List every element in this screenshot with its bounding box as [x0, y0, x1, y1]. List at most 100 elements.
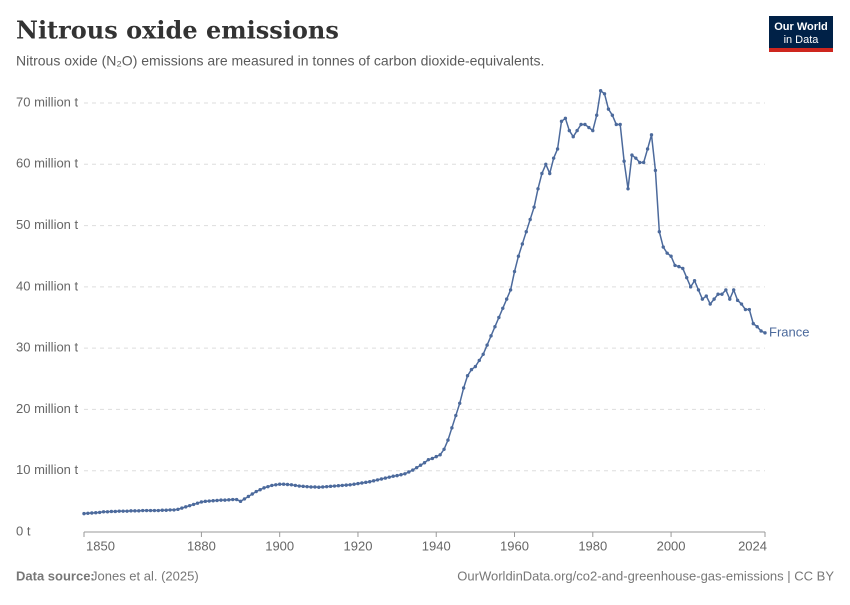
point: [324, 484, 329, 489]
point: [246, 494, 251, 499]
point: [481, 352, 485, 356]
source-label: Data source:: [16, 568, 95, 583]
point: [156, 508, 161, 513]
chart-title: Nitrous oxide emissions: [16, 16, 339, 45]
point: [403, 472, 407, 476]
point: [144, 508, 149, 513]
point: [172, 508, 176, 512]
point: [152, 508, 157, 513]
point: [368, 480, 372, 484]
point: [121, 509, 125, 513]
x-tick-label: 1920: [344, 538, 373, 553]
point: [313, 485, 317, 489]
point: [465, 374, 470, 378]
point: [258, 488, 262, 492]
point: [563, 116, 568, 121]
point: [199, 500, 204, 504]
point: [747, 307, 752, 312]
point: [618, 122, 622, 127]
point: [340, 483, 345, 488]
point: [446, 438, 450, 442]
point: [101, 510, 106, 514]
point: [759, 329, 763, 333]
y-tick-label: 40 million t: [16, 278, 79, 293]
y-tick-label: 50 million t: [16, 217, 79, 232]
x-tick-label: 2000: [657, 538, 686, 553]
point: [227, 498, 231, 502]
point: [508, 288, 513, 292]
point: [458, 401, 462, 405]
point: [708, 302, 712, 306]
point: [113, 509, 118, 514]
point: [422, 461, 427, 465]
point: [94, 510, 98, 515]
point: [242, 497, 247, 501]
point: [105, 510, 110, 514]
point: [657, 230, 662, 234]
point: [497, 315, 501, 320]
url[interactable]: OurWorldinData.org/co2-and-greenhouse-ga…: [457, 568, 834, 583]
point: [673, 263, 677, 268]
point: [630, 153, 634, 157]
point: [141, 508, 145, 513]
point: [614, 122, 618, 127]
point: [117, 509, 121, 513]
point: [551, 156, 556, 160]
point: [735, 298, 740, 303]
point: [356, 481, 360, 486]
y-tick-label: 30 million t: [16, 340, 79, 355]
point: [704, 294, 708, 298]
point: [250, 492, 254, 496]
point: [489, 334, 493, 338]
point: [763, 331, 767, 335]
point: [649, 133, 654, 137]
point: [681, 266, 685, 271]
point: [485, 343, 489, 347]
point: [461, 386, 466, 390]
point: [583, 122, 587, 127]
point: [238, 499, 243, 504]
point: [274, 483, 278, 487]
point: [277, 482, 282, 486]
point: [700, 297, 705, 301]
point: [450, 426, 454, 430]
point: [548, 171, 552, 176]
point: [606, 107, 611, 111]
point: [234, 497, 239, 502]
point: [301, 484, 305, 489]
point: [426, 457, 431, 462]
point: [332, 484, 337, 488]
point: [755, 324, 759, 329]
point: [309, 485, 313, 489]
logo[interactable]: Our World in Data: [769, 16, 833, 52]
point: [387, 475, 391, 479]
point: [559, 119, 564, 124]
point: [602, 92, 607, 96]
point: [653, 168, 658, 173]
point: [571, 135, 575, 139]
point: [501, 306, 505, 311]
point: [187, 503, 192, 508]
point: [293, 483, 298, 488]
point: [395, 473, 399, 478]
point: [305, 484, 309, 489]
point: [622, 159, 626, 163]
point: [219, 498, 223, 502]
logo-box: [769, 16, 833, 48]
point: [579, 122, 583, 127]
point: [638, 160, 642, 165]
point: [262, 486, 266, 490]
point: [524, 230, 528, 234]
point: [364, 480, 368, 485]
point: [544, 162, 548, 166]
point: [86, 511, 90, 516]
point: [645, 147, 650, 151]
point: [289, 483, 294, 487]
point: [438, 453, 442, 457]
point: [418, 463, 423, 467]
point: [285, 482, 290, 487]
point: [688, 285, 693, 289]
y-tick-label: 70 million t: [16, 94, 79, 109]
